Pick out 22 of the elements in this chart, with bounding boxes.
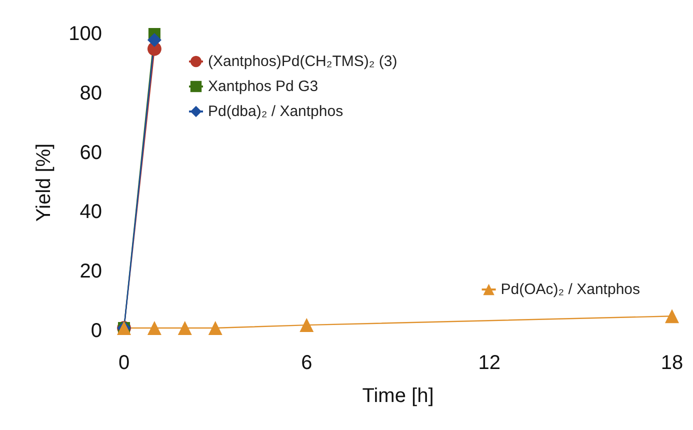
point <box>665 309 679 324</box>
point <box>147 321 162 336</box>
legend-label: Xantphos Pd G3 <box>208 78 318 95</box>
legend-label: Pd(dba)₂ / Xantphos <box>208 103 344 120</box>
y-tick-label: 100 <box>68 23 102 45</box>
y-tick-label: 0 <box>90 320 102 342</box>
x-tick-label: 18 <box>660 352 684 374</box>
y-tick-label: 80 <box>80 82 102 104</box>
point <box>147 32 162 47</box>
y-tick-label: 60 <box>80 142 102 164</box>
x-tick-label: 6 <box>301 352 312 374</box>
x-tick-label: 0 <box>118 352 130 374</box>
legend-label: Pd(OAc)₂ / Xantphos <box>500 281 640 298</box>
y-axis-title: Yield [%] <box>33 143 55 222</box>
y-tick-label: 20 <box>80 260 102 283</box>
point <box>300 318 314 332</box>
point <box>178 321 192 336</box>
y-tick-label: 40 <box>80 201 102 224</box>
x-axis-title: Time [h] <box>362 385 434 407</box>
x-tick-label: 12 <box>478 352 500 374</box>
legend-label: (Xantphos)Pd(CH₂TMS)₂ (3) <box>208 53 398 70</box>
point <box>208 321 222 336</box>
